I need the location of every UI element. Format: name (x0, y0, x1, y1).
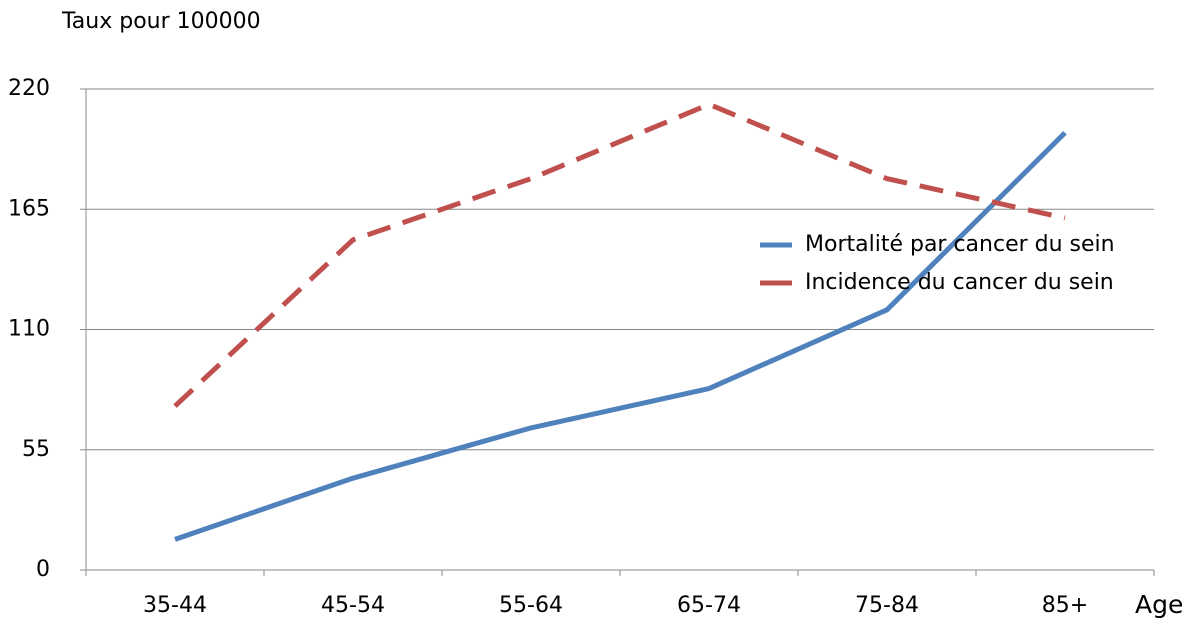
y-tick-label: 55 (22, 437, 50, 462)
series-line (174, 130, 1067, 542)
x-tick-label: 75-84 (855, 593, 919, 618)
series-line (173, 101, 1066, 408)
y-tick-label: 110 (8, 317, 50, 342)
x-tick-label: 45-54 (321, 593, 385, 618)
legend-label: Incidence du cancer du sein (805, 270, 1114, 295)
y-tick-label: 0 (36, 557, 50, 582)
x-tick-label: 65-74 (677, 593, 741, 618)
y-axis-title: Taux pour 100000 (61, 9, 261, 34)
x-tick-label: 35-44 (143, 593, 207, 618)
legend-label: Mortalité par cancer du sein (805, 232, 1115, 257)
y-tick-label: 220 (8, 76, 50, 101)
x-axis-title: Age (1135, 590, 1183, 619)
x-tick-label: 85+ (1042, 593, 1088, 618)
x-tick-label: 55-64 (499, 593, 563, 618)
y-tick-label: 165 (8, 196, 50, 221)
